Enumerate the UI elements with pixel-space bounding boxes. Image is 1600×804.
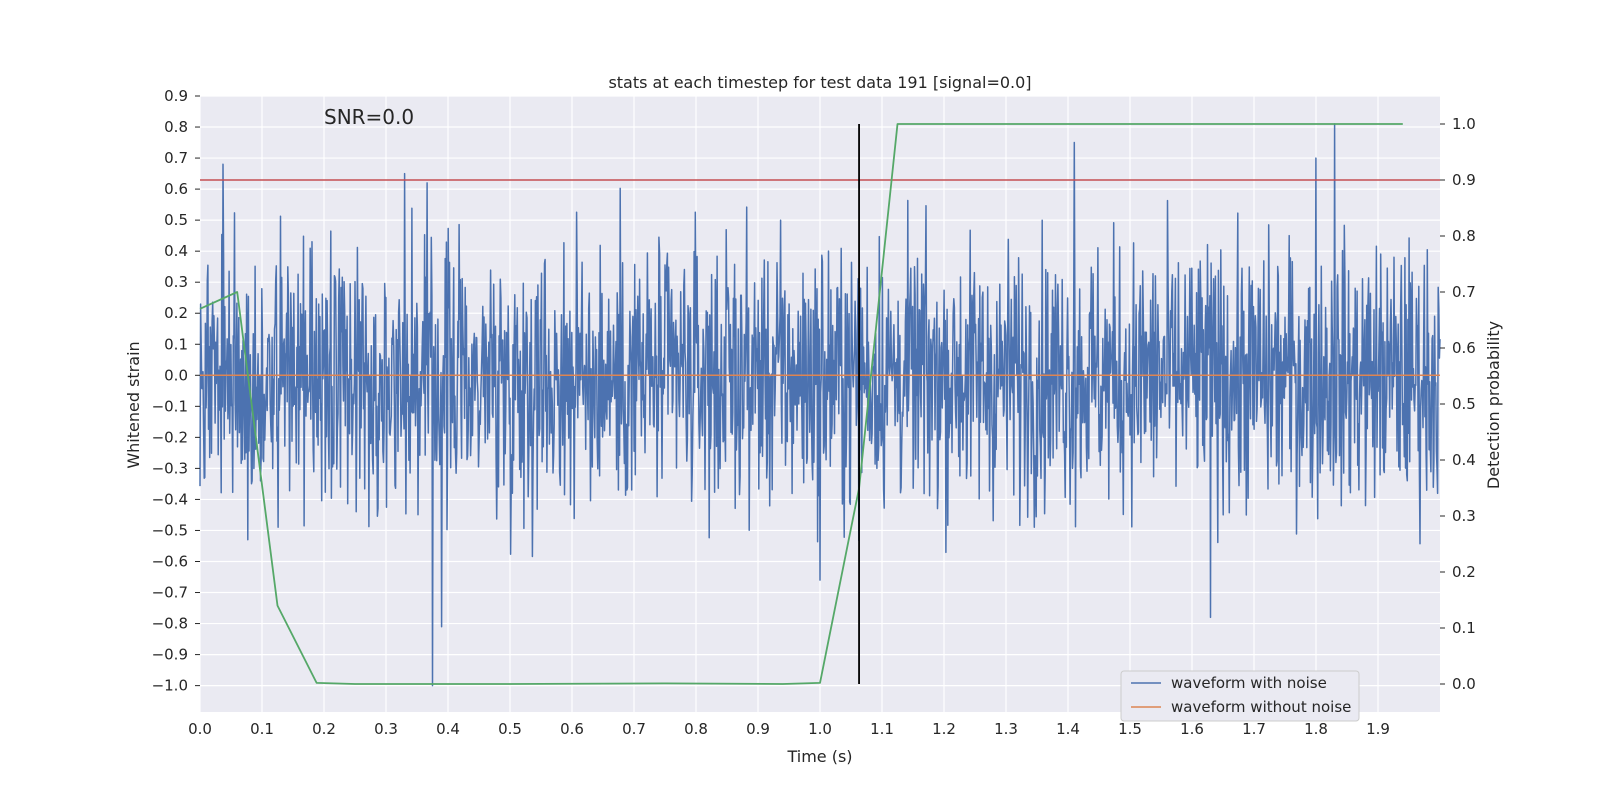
- y-tick-label: −0.9: [152, 646, 188, 664]
- y-tick-label: 0.4: [164, 242, 188, 260]
- x-tick-label: 0.7: [622, 720, 646, 738]
- x-tick-label: 0.0: [188, 720, 212, 738]
- x-tick-label: 0.9: [746, 720, 770, 738]
- series-detection-probability: [199, 123, 1403, 685]
- x-tick-label: 0.4: [436, 720, 460, 738]
- x-tick-label: 0.3: [374, 720, 398, 738]
- y2-tick-label: 0.3: [1452, 507, 1476, 525]
- legend-label-noise: waveform with noise: [1171, 674, 1327, 692]
- y2-tick-label: 0.4: [1452, 451, 1476, 469]
- chart-title: stats at each timestep for test data 191…: [608, 73, 1031, 92]
- y-tick-label: 0.9: [164, 87, 188, 105]
- y-tick-label: 0.6: [164, 180, 188, 198]
- y-tick-label: −0.4: [152, 490, 188, 508]
- series-layer: [199, 123, 1441, 687]
- y2-tick-label: 0.5: [1452, 395, 1476, 413]
- y-tick-label: 0.1: [164, 335, 188, 353]
- x-tick-label: 1.4: [1056, 720, 1080, 738]
- y-tick-label: 0.0: [164, 366, 188, 384]
- x-tick-label: 1.1: [870, 720, 894, 738]
- y-tick-label: −0.6: [152, 552, 188, 570]
- y-tick-label: 0.3: [164, 273, 188, 291]
- x-tick-label: 1.6: [1180, 720, 1204, 738]
- x-tick-label: 1.2: [932, 720, 956, 738]
- y-axis-label: Whitened strain: [124, 341, 143, 468]
- series-waveform-with-noise: [199, 123, 1441, 687]
- y2-tick-label: 0.9: [1452, 171, 1476, 189]
- y2-tick-label: 0.0: [1452, 675, 1476, 693]
- y-tick-label: −0.3: [152, 459, 188, 477]
- y-tick-label: −1.0: [152, 677, 188, 695]
- y-tick-label: 0.7: [164, 149, 188, 167]
- y2-axis-label: Detection probability: [1484, 321, 1503, 489]
- y2-tick-label: 0.6: [1452, 339, 1476, 357]
- y2-ticks: 1.0 0.9 0.8 0.7 0.6 0.5 0.4 0.3 0.2 0.1 0.0: [1440, 115, 1476, 693]
- y2-tick-label: 0.7: [1452, 283, 1476, 301]
- legend: waveform with noise waveform without noi…: [1120, 670, 1360, 722]
- y-tick-label: −0.7: [152, 584, 188, 602]
- legend-label-clean: waveform without noise: [1171, 698, 1351, 716]
- snr-annotation: SNR=0.0: [324, 105, 414, 129]
- x-tick-label: 1.5: [1118, 720, 1142, 738]
- y-tick-label: −0.2: [152, 428, 188, 446]
- x-tick-label: 1.8: [1304, 720, 1328, 738]
- x-tick-label: 1.7: [1242, 720, 1266, 738]
- y-ticks: 0.9 0.8 0.7 0.6 0.5 0.4 0.3 0.2 0.1 0.0 −0.1 −0.2 −0…: [152, 87, 200, 695]
- y2-tick-label: 0.8: [1452, 227, 1476, 245]
- x-ticks: 0.0 0.1 0.2 0.3 0.4 0.5 0.6 0.7 0.8 0.9 1.0 1.1 1.2 1…: [188, 720, 1390, 738]
- x-tick-label: 0.6: [560, 720, 584, 738]
- y-tick-label: −0.5: [152, 521, 188, 539]
- x-tick-label: 0.2: [312, 720, 336, 738]
- x-tick-label: 0.1: [250, 720, 274, 738]
- x-tick-label: 0.8: [684, 720, 708, 738]
- x-tick-label: 1.9: [1366, 720, 1390, 738]
- y-tick-label: −0.1: [152, 397, 188, 415]
- x-tick-label: 0.5: [498, 720, 522, 738]
- x-axis-label: Time (s): [786, 747, 852, 766]
- y-tick-label: 0.5: [164, 211, 188, 229]
- y2-tick-label: 0.2: [1452, 563, 1476, 581]
- y2-tick-label: 1.0: [1452, 115, 1476, 133]
- y-tick-label: 0.2: [164, 304, 188, 322]
- y-tick-label: 0.8: [164, 118, 188, 136]
- y-tick-label: −0.8: [152, 615, 188, 633]
- x-tick-label: 1.3: [994, 720, 1018, 738]
- y2-tick-label: 0.1: [1452, 619, 1476, 637]
- legend-box: [1120, 670, 1360, 722]
- x-tick-label: 1.0: [808, 720, 832, 738]
